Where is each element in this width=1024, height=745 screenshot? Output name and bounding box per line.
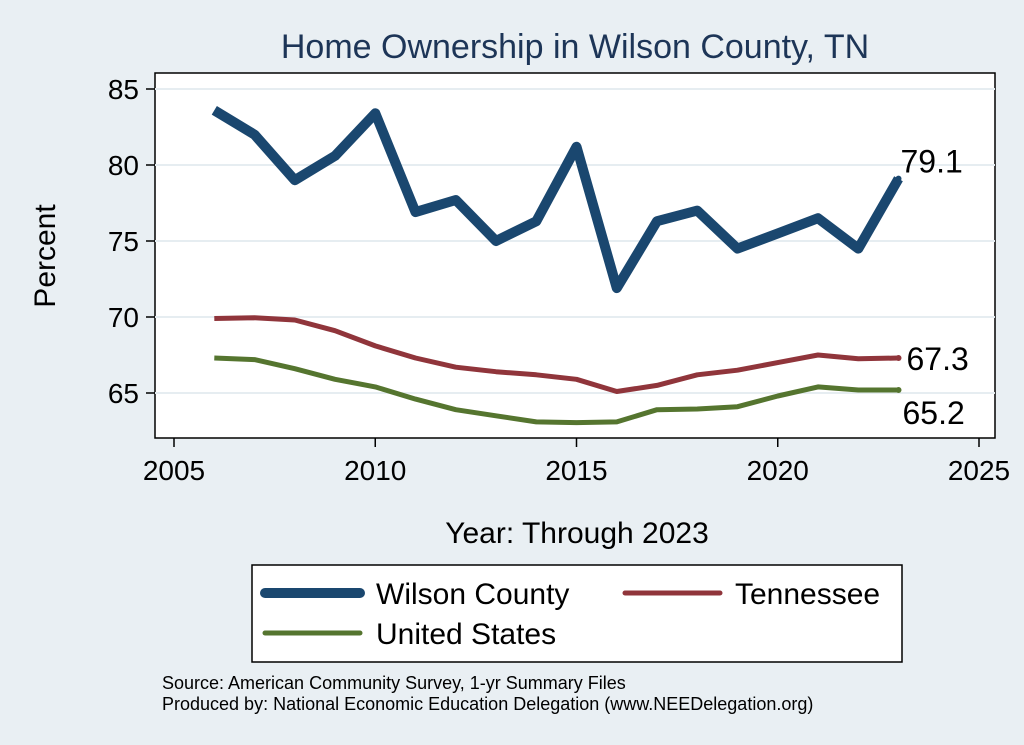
end-marker-wilson-county bbox=[895, 175, 902, 182]
chart-title: Home Ownership in Wilson County, TN bbox=[281, 28, 869, 66]
series-lines bbox=[211, 106, 903, 426]
end-label-united-states: 65.2 bbox=[903, 395, 965, 431]
end-label-wilson-county: 79.1 bbox=[901, 144, 963, 180]
end-marker-tennessee bbox=[895, 355, 902, 362]
y-tick-label-65: 65 bbox=[108, 378, 139, 409]
legend: Wilson County Tennessee United States bbox=[251, 564, 903, 663]
source-note: Source: American Community Survey, 1-yr … bbox=[162, 673, 626, 693]
end-labels: 79.1 67.3 65.2 bbox=[895, 144, 969, 431]
series-line-wilson-county bbox=[211, 106, 903, 294]
x-tick-label-2015: 2015 bbox=[545, 455, 607, 486]
x-tick-label-2020: 2020 bbox=[747, 455, 809, 486]
grid-lines bbox=[155, 88, 995, 394]
y-axis-title: Percent bbox=[29, 204, 62, 308]
legend-label-united-states: United States bbox=[376, 618, 556, 651]
x-tick-label-2005: 2005 bbox=[143, 455, 205, 486]
legend-label-wilson-county: Wilson County bbox=[376, 578, 569, 611]
axes: 65 70 75 80 85 2005 2010 2015 2020 2025 bbox=[108, 74, 1010, 486]
end-marker-united-states bbox=[895, 386, 902, 393]
y-tick-label-75: 75 bbox=[108, 226, 139, 257]
produced-by-note: Produced by: National Economic Education… bbox=[162, 694, 813, 714]
series-line-tennessee bbox=[214, 315, 899, 394]
series-line-united-states bbox=[214, 355, 899, 426]
legend-box bbox=[251, 564, 903, 663]
end-label-tennessee: 67.3 bbox=[907, 341, 969, 377]
x-tick-label-2025: 2025 bbox=[948, 455, 1010, 486]
legend-label-tennessee: Tennessee bbox=[735, 578, 880, 611]
x-axis-title: Year: Through 2023 bbox=[445, 517, 709, 550]
plot-area bbox=[154, 72, 996, 439]
x-tick-label-2010: 2010 bbox=[344, 455, 406, 486]
y-tick-label-85: 85 bbox=[108, 74, 139, 105]
y-tick-label-80: 80 bbox=[108, 150, 139, 181]
y-tick-label-70: 70 bbox=[108, 302, 139, 333]
